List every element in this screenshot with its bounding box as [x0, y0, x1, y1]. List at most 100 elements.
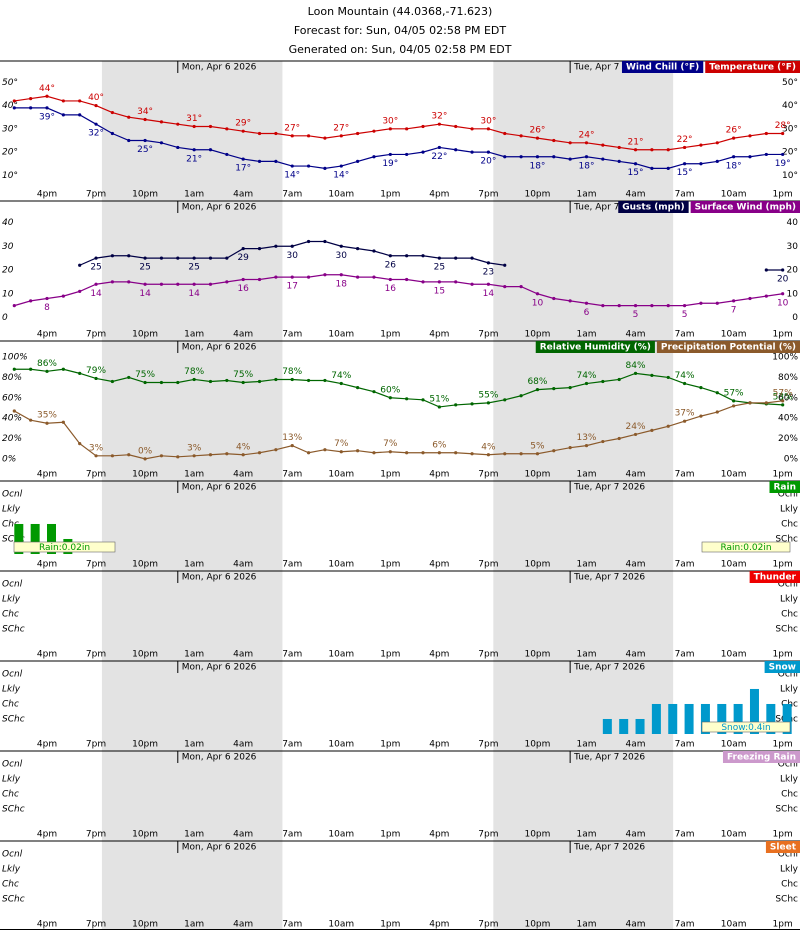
x-tick-label: 7am — [282, 560, 302, 570]
x-tick-label: 4pm — [37, 740, 57, 750]
x-tick-label: 4pm — [429, 830, 449, 840]
x-tick-label: 7pm — [478, 740, 498, 750]
data-point — [274, 131, 278, 136]
x-tick-label: 10am — [721, 560, 747, 570]
data-point — [748, 134, 752, 138]
value-label: 7% — [383, 439, 398, 449]
value-label: 14 — [483, 289, 495, 299]
x-tick-label: 7pm — [478, 560, 498, 570]
x-tick-label: 1pm — [773, 740, 793, 750]
data-point — [601, 143, 605, 147]
data-point — [143, 457, 147, 461]
data-point — [241, 129, 245, 133]
y-tick-label-right: 0 — [792, 313, 798, 323]
value-label: 26° — [726, 126, 742, 136]
data-point — [339, 134, 343, 138]
value-label: 4% — [481, 442, 496, 452]
value-label: 16 — [237, 284, 249, 294]
data-point — [421, 124, 425, 129]
data-point — [519, 155, 523, 159]
value-label: 24% — [626, 422, 646, 432]
x-tick-label: 7am — [282, 650, 302, 660]
night-shade — [493, 481, 674, 571]
data-point — [356, 131, 360, 136]
data-point — [437, 256, 441, 260]
night-shade — [101, 201, 283, 341]
y-tick-label-right: SChc — [775, 624, 798, 634]
data-point — [633, 432, 638, 437]
data-point — [127, 453, 131, 457]
x-tick-label: 4am — [626, 830, 646, 840]
y-tick-label: 10° — [2, 171, 18, 181]
data-point — [552, 296, 556, 301]
value-label: 53% — [773, 392, 793, 402]
value-label: 30 — [286, 251, 298, 261]
value-label: 24° — [579, 130, 595, 140]
data-point — [127, 254, 131, 258]
x-tick-label: 4pm — [429, 470, 449, 480]
value-label: 3% — [187, 443, 202, 453]
value-label: 74% — [576, 371, 596, 381]
value-label: 57% — [724, 388, 744, 398]
data-point — [552, 155, 556, 159]
data-point — [306, 164, 311, 168]
x-tick-label: 4am — [233, 740, 253, 750]
x-tick-label: 1pm — [380, 830, 400, 840]
accumulation-box — [701, 541, 791, 553]
data-point — [225, 378, 229, 383]
generated-on: Generated on: Sun, 04/05 02:58 PM EDT — [289, 43, 512, 56]
legend-label: Temperature (°F) — [709, 63, 796, 73]
y-tick-label: 0% — [2, 454, 16, 464]
data-point — [110, 254, 114, 258]
data-point — [143, 138, 147, 143]
data-point — [339, 381, 343, 386]
y-tick-label: Lkly — [2, 504, 21, 514]
precip-bar — [30, 523, 40, 554]
legend-label: Sleet — [770, 843, 797, 853]
data-point — [388, 254, 392, 258]
data-point — [192, 454, 196, 458]
data-point — [94, 282, 98, 286]
value-label: 13% — [576, 433, 596, 443]
value-label: 75% — [233, 370, 253, 380]
data-point — [176, 282, 180, 286]
y-tick-label-right: Chc — [781, 609, 798, 619]
value-label: 20 — [777, 275, 789, 285]
y-tick-label: Ocnl — [2, 669, 23, 679]
data-point — [78, 263, 82, 267]
data-point — [503, 131, 507, 136]
data-point — [405, 254, 409, 258]
data-point — [127, 138, 131, 143]
data-point — [486, 150, 491, 154]
data-point — [764, 152, 768, 157]
day-label: Mon, Apr 6 2026 — [182, 203, 257, 213]
data-point — [519, 285, 523, 289]
value-label: 60% — [380, 385, 400, 395]
legend-tag — [656, 341, 800, 353]
precip-bar — [766, 703, 776, 734]
data-point — [486, 261, 491, 265]
night-shade — [101, 61, 283, 201]
x-tick-label: 7am — [675, 920, 695, 930]
x-tick-label: 7pm — [478, 830, 498, 840]
data-point — [12, 106, 16, 110]
y-tick-label-right: Lkly — [780, 774, 799, 784]
data-point — [519, 394, 523, 398]
data-point — [192, 124, 196, 129]
value-label: 10 — [532, 298, 544, 308]
value-label: 14° — [333, 171, 349, 181]
x-tick-label: 7am — [675, 740, 695, 750]
data-point — [388, 450, 392, 454]
value-label: 75% — [135, 370, 155, 380]
data-point — [241, 380, 245, 385]
y-tick-label-right: 50° — [782, 78, 798, 88]
precip-bar — [749, 688, 759, 734]
data-point — [208, 148, 213, 152]
data-point — [748, 296, 752, 301]
data-point — [601, 439, 605, 444]
x-tick-label: 1pm — [773, 190, 793, 200]
day-label: Tue, Apr 7 2026 — [573, 573, 645, 583]
value-label: 13% — [282, 433, 302, 443]
data-point — [454, 280, 458, 284]
